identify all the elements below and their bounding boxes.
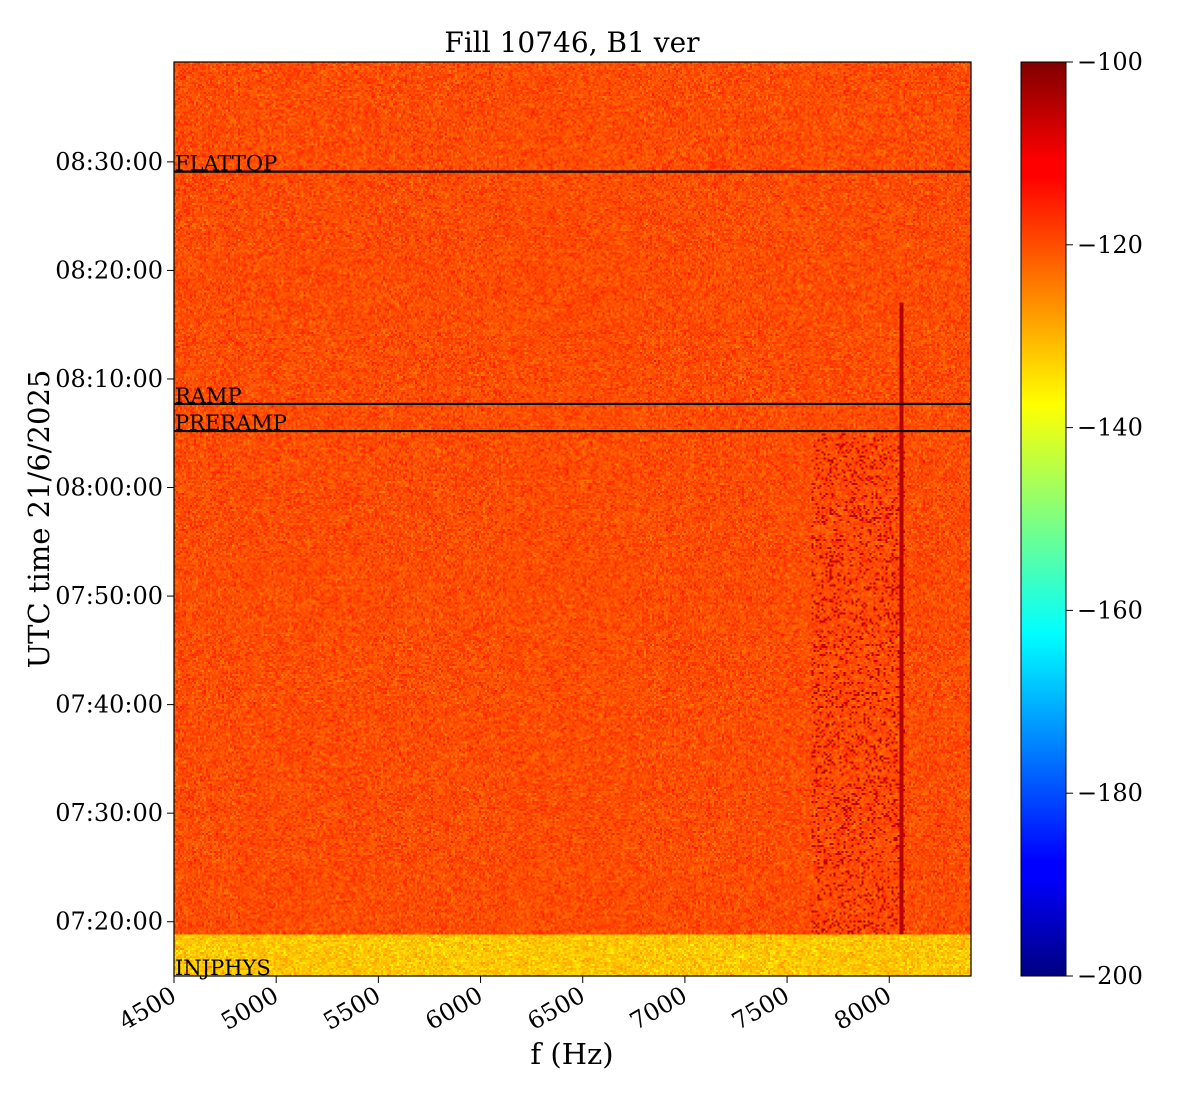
plot-frame [173, 61, 972, 977]
colorbar-tick-label: −140 [1077, 414, 1143, 442]
x-tick-label: 6500 [523, 981, 590, 1036]
colorbar-tick-label: −200 [1077, 962, 1143, 990]
y-tick-label: 07:20:00 [55, 908, 163, 936]
x-tick-label: 7000 [625, 981, 692, 1036]
y-tick-label: 08:30:00 [55, 148, 163, 176]
colorbar-ticks: −100 −120 −140 −160 −180 −200 [1066, 48, 1143, 990]
phase-marker-label: FLATTOP [175, 152, 277, 176]
y-tick-label: 08:20:00 [55, 256, 163, 284]
x-tick-label: 8000 [829, 981, 896, 1036]
y-tick-label: 08:10:00 [55, 365, 163, 393]
x-axis-ticks: 4500 5000 5500 6000 6500 7000 7500 8000 [114, 976, 896, 1036]
y-axis-ticks: 07:20:00 07:30:00 07:40:00 07:50:00 08:00:00… [55, 148, 174, 936]
phase-marker-label: PRERAMP [175, 411, 287, 435]
y-tick-label: 08:00:00 [55, 474, 163, 502]
y-tick-label: 07:30:00 [55, 799, 163, 827]
phase-marker-label: RAMP [175, 384, 242, 408]
x-tick-label: 6000 [421, 981, 488, 1036]
colorbar-tick-label: −180 [1077, 779, 1143, 807]
colorbar-tick-label: −120 [1077, 231, 1143, 259]
spectrogram-heatmap [174, 62, 971, 976]
y-tick-label: 07:50:00 [55, 582, 163, 610]
x-tick-label: 5000 [216, 981, 283, 1036]
x-tick-label: 4500 [114, 981, 181, 1036]
y-axis-label: UTC time 21/6/2025 [22, 370, 56, 669]
x-tick-label: 5500 [318, 981, 385, 1036]
colorbar-tick-label: −100 [1077, 48, 1143, 76]
colorbar [1020, 61, 1067, 977]
x-tick-label: 7500 [727, 981, 794, 1036]
spectrogram-area [174, 62, 971, 976]
x-axis-label: f (Hz) [530, 1037, 613, 1071]
chart-title: Fill 10746, B1 ver [444, 26, 700, 59]
y-tick-label: 07:40:00 [55, 691, 163, 719]
colorbar-tick-label: −160 [1077, 596, 1143, 624]
